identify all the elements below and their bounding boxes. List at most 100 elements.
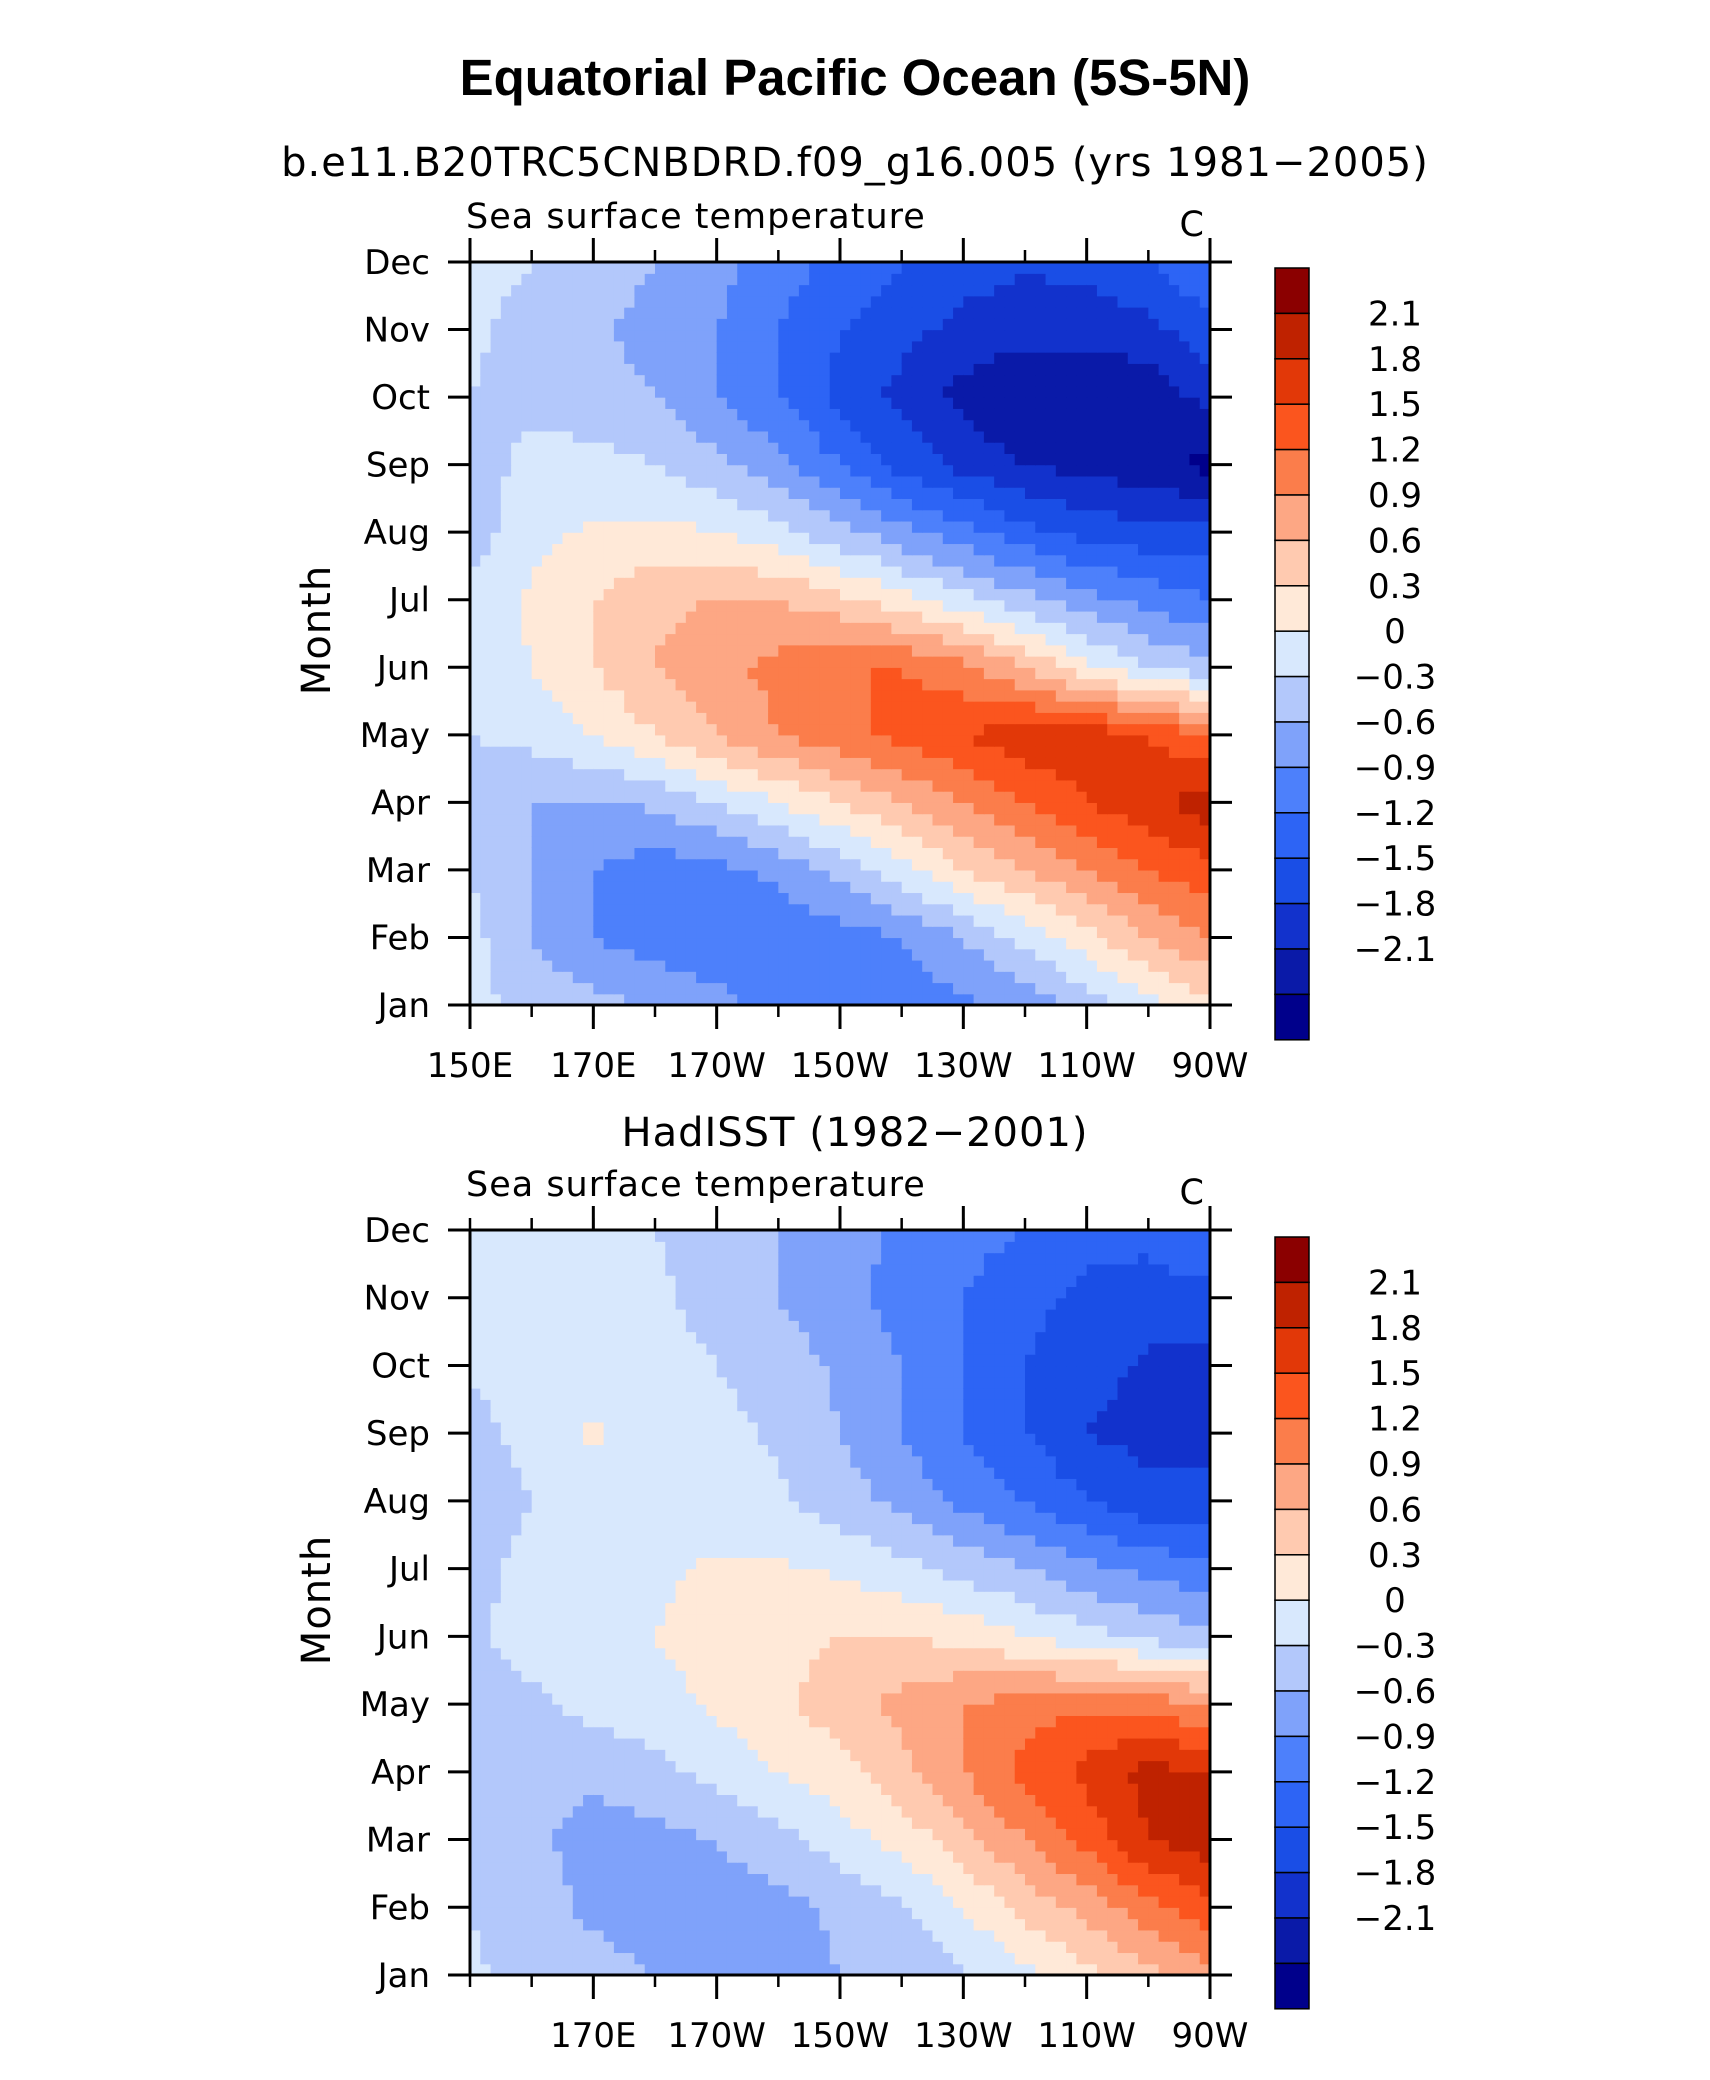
heatmap-cell (983, 633, 995, 646)
heatmap-cell (1107, 847, 1119, 860)
heatmap-cell (983, 622, 995, 635)
heatmap-cell (1148, 971, 1160, 984)
heatmap-cell (675, 464, 687, 477)
heatmap-cell (583, 273, 594, 286)
heatmap-cell (480, 577, 492, 590)
heatmap-cell (613, 993, 625, 1006)
heatmap-cell (1138, 802, 1149, 815)
heatmap-cell (963, 959, 975, 972)
heatmap-cell (603, 1929, 615, 1942)
heatmap-cell (922, 363, 934, 376)
heatmap-cell (1045, 374, 1057, 387)
heatmap-cell (1096, 408, 1108, 421)
heatmap-cell (696, 543, 707, 556)
heatmap-cell (798, 374, 810, 387)
heatmap-cell (696, 903, 707, 916)
heatmap-cell (778, 847, 790, 860)
heatmap-cell (922, 318, 934, 331)
heatmap-cell (737, 656, 749, 668)
heatmap-cell (942, 374, 954, 387)
heatmap-cell (562, 644, 574, 657)
heatmap-cell (706, 610, 718, 623)
heatmap-cell (541, 813, 553, 826)
heatmap-cell (552, 1963, 564, 1976)
heatmap-cell (942, 723, 954, 736)
heatmap-cell (480, 340, 492, 353)
heatmap-cell (1035, 262, 1047, 274)
heatmap-cell (911, 273, 923, 286)
heatmap-cell (1055, 318, 1067, 331)
heatmap-cell (911, 701, 923, 713)
heatmap-cell (881, 678, 892, 691)
heatmap-cell (511, 881, 522, 894)
heatmap-cell (1045, 554, 1057, 567)
heatmap-cell (1066, 599, 1077, 612)
heatmap-cell (1148, 791, 1160, 803)
heatmap-cell (706, 588, 718, 601)
heatmap-cell (737, 959, 749, 972)
heatmap-cell (809, 262, 821, 274)
heatmap-cell (1055, 464, 1067, 477)
heatmap-cell (788, 599, 800, 612)
heatmap-cell (963, 656, 975, 668)
heatmap-cell (490, 509, 502, 522)
heatmap-cell (932, 307, 944, 319)
heatmap-cell (1025, 881, 1036, 894)
heatmap-cell (737, 430, 749, 443)
heatmap-cell (1107, 374, 1119, 387)
heatmap-cell (994, 644, 1006, 657)
heatmap-cell (726, 701, 738, 713)
heatmap-cell (973, 509, 985, 522)
heatmap-cell (624, 824, 636, 837)
heatmap-cell (891, 667, 903, 680)
heatmap-cell (829, 937, 841, 950)
heatmap-cell (983, 295, 995, 308)
heatmap-cell (1055, 847, 1067, 860)
heatmap-cell (798, 959, 810, 972)
heatmap-cell (665, 836, 677, 848)
heatmap-cell (1107, 701, 1119, 713)
heatmap-cell (511, 723, 522, 736)
heatmap-cell (983, 678, 995, 691)
heatmap-cell (860, 610, 872, 623)
heatmap-cell (480, 453, 492, 466)
heatmap-cell (747, 610, 759, 623)
heatmap-cell (1055, 307, 1067, 319)
heatmap-cell (1189, 701, 1201, 713)
heatmap-cell (613, 543, 625, 556)
heatmap-cell (1148, 329, 1160, 342)
heatmap-cell (932, 599, 944, 612)
heatmap-cell (1117, 881, 1129, 894)
heatmap-cell (634, 1963, 646, 1976)
heatmap-cell (829, 295, 841, 308)
heatmap-cell (1189, 599, 1201, 612)
heatmap-cell (840, 352, 851, 364)
heatmap-cell (593, 701, 605, 713)
heatmap-cell (860, 577, 872, 590)
heatmap-cell (747, 374, 759, 387)
heatmap-cell (490, 565, 502, 578)
heatmap-cell (953, 307, 964, 319)
heatmap-cell (1117, 689, 1129, 702)
heatmap-cell (541, 374, 553, 387)
heatmap-cell (531, 701, 543, 713)
heatmap-cell (583, 746, 594, 758)
heatmap-cell (552, 397, 564, 409)
heatmap-cell (994, 397, 1006, 409)
heatmap-cell (480, 464, 492, 477)
heatmap-cell (613, 689, 625, 702)
heatmap-cell (1138, 644, 1149, 657)
heatmap-cell (552, 284, 564, 297)
heatmap-cell (624, 464, 636, 477)
heatmap-cell (716, 903, 728, 916)
heatmap-cell (603, 892, 615, 905)
heatmap-cell (1076, 599, 1088, 612)
heatmap-cell (685, 948, 697, 961)
heatmap-cell (583, 464, 594, 477)
heatmap-cell (521, 689, 533, 702)
heatmap-cell (521, 442, 533, 454)
heatmap-cell (716, 779, 728, 792)
heatmap-cell (901, 712, 913, 725)
heatmap-cell (1066, 295, 1077, 308)
heatmap-cell (490, 734, 502, 747)
